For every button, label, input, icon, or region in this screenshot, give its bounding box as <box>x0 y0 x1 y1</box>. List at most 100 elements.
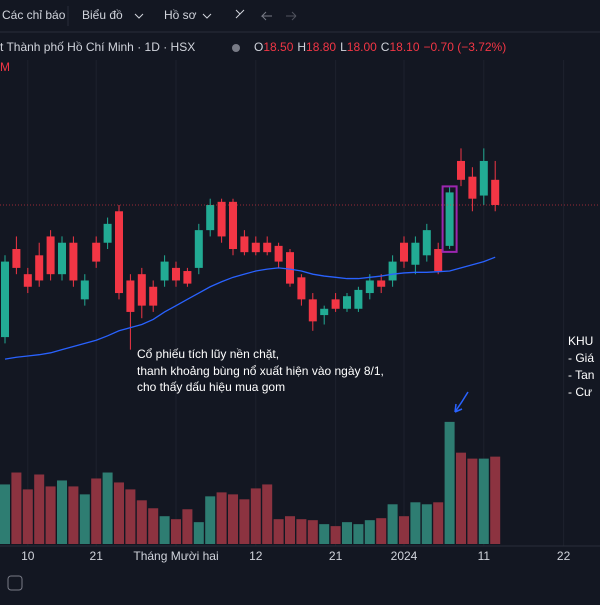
volume-bar <box>182 509 193 544</box>
volume-bar <box>102 472 113 544</box>
bottom-icon[interactable] <box>7 575 23 591</box>
candle-body <box>46 236 55 275</box>
volume-bar <box>114 482 124 544</box>
candle-body <box>103 223 112 243</box>
candle-body <box>206 204 215 231</box>
toolbar <box>0 0 600 32</box>
arrow <box>454 391 469 413</box>
volume-bar <box>68 486 79 544</box>
toolbar-button[interactable]: Hồ sơ <box>164 8 197 22</box>
candle-body <box>308 299 317 322</box>
volume-bar <box>125 489 136 544</box>
candle-body <box>126 280 135 312</box>
volume-bar <box>228 494 238 544</box>
volume-bar <box>193 522 204 544</box>
candle-body <box>263 242 272 253</box>
candle-body <box>457 160 465 180</box>
volume-bar <box>148 508 159 544</box>
volume-bar <box>171 519 181 544</box>
candle-body <box>331 299 340 309</box>
l-label: L <box>340 40 347 54</box>
candle-body <box>434 249 443 272</box>
candle-body <box>400 242 408 262</box>
side-note: - Cư <box>568 385 592 399</box>
candle-body <box>194 230 203 268</box>
toolbar-button[interactable]: Các chỉ báo <box>2 8 66 22</box>
candle-body <box>23 274 32 287</box>
symbol: t Thành phố Hồ Chí Minh · 1D · HSX <box>0 40 195 54</box>
volume-bar <box>433 502 444 544</box>
candle-body <box>445 192 454 246</box>
dropdown-icons <box>134 13 212 19</box>
volume-bar <box>376 518 387 544</box>
candle-body <box>240 236 249 253</box>
redo-icon[interactable] <box>286 11 297 21</box>
candle-body <box>320 308 329 316</box>
c-value: 18.10 <box>389 40 419 54</box>
x-tick-label: 10 <box>21 549 35 563</box>
candle-body <box>468 176 477 199</box>
candle-body <box>217 201 226 237</box>
undo-icon[interactable] <box>260 11 272 21</box>
change: −0.70 (−3.72%) <box>424 40 507 54</box>
volume-bar <box>330 526 341 544</box>
x-tick-label: 22 <box>557 549 571 563</box>
volume-bar <box>159 516 170 544</box>
candle-body <box>411 242 420 265</box>
candle-body <box>377 280 386 287</box>
volume-bar <box>319 524 330 544</box>
candle-body <box>422 230 431 256</box>
volume-bar <box>478 458 489 544</box>
c-label: C <box>381 40 390 54</box>
volume-bar <box>91 478 102 544</box>
volume-bar <box>421 504 432 544</box>
volume-bar <box>399 516 409 544</box>
toolbar-button[interactable]: Biểu đồ <box>82 8 123 22</box>
candle-body <box>69 242 78 281</box>
status-dot <box>232 44 240 52</box>
volume-bar <box>250 488 261 544</box>
volume-bar <box>216 492 227 544</box>
candle-body <box>365 280 374 294</box>
x-tick-label: 21 <box>329 549 343 563</box>
volume-bar <box>490 456 501 544</box>
candle-body <box>491 179 500 205</box>
x-tick-label: 11 <box>478 549 491 563</box>
candle-body <box>479 160 488 196</box>
candle-body <box>343 296 351 309</box>
volume-bar <box>307 520 318 544</box>
candle-body <box>80 280 89 300</box>
expand-icon[interactable] <box>235 9 245 19</box>
side-note: - Giá <box>568 351 594 365</box>
highlight-box <box>441 185 458 253</box>
volume-bar <box>285 516 295 544</box>
volume-bar <box>205 496 216 544</box>
h-label: H <box>297 40 306 54</box>
candle-body <box>183 271 192 284</box>
candle-body <box>286 252 294 284</box>
volume-bar <box>387 504 398 544</box>
candle-body <box>35 255 44 281</box>
x-tick-label: 21 <box>90 549 104 563</box>
volume-bar <box>444 421 455 544</box>
o-label: O <box>254 40 263 54</box>
annotation-line: Cổ phiếu tích lũy nền chặt, <box>137 347 279 361</box>
candle-body <box>149 286 158 306</box>
annotation-line: cho thấy dấu hiệu mua gom <box>137 380 285 394</box>
candle-body <box>388 261 397 281</box>
side-note: - Tan <box>568 368 594 382</box>
volume-bar <box>296 519 307 544</box>
l-value: 18.00 <box>347 40 377 54</box>
candle-body <box>251 242 260 253</box>
candle-body <box>297 277 306 300</box>
candle-body <box>92 242 101 262</box>
x-tick-label: Tháng Mười hai <box>133 549 218 563</box>
candle-body <box>137 274 146 306</box>
bottom-bar <box>0 568 600 600</box>
volume-bar <box>22 489 33 544</box>
candle-body <box>274 245 283 262</box>
candle-body <box>172 267 180 281</box>
candle-body <box>12 249 21 268</box>
volume-bar <box>11 472 22 544</box>
